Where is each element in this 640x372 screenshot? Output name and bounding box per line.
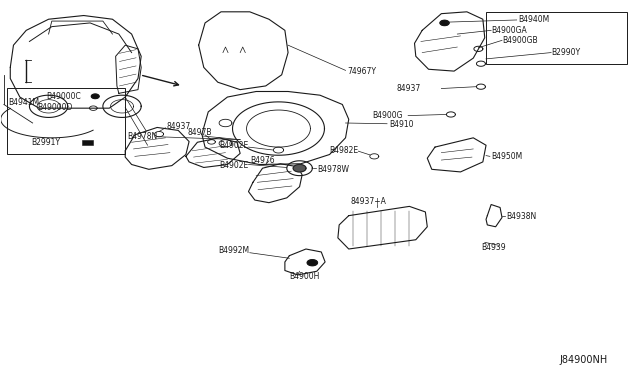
Text: B4939: B4939 [481,243,506,251]
Text: B4900GA: B4900GA [491,26,527,35]
Text: B4910: B4910 [389,121,413,129]
Text: B4900G: B4900G [372,111,403,120]
Text: B4900H: B4900H [289,272,320,281]
Text: 84937+A: 84937+A [351,197,387,206]
Polygon shape [293,164,306,172]
Text: B4978W: B4978W [317,165,349,174]
Text: 84937: 84937 [397,84,421,93]
Polygon shape [307,260,317,266]
Text: B4978N: B4978N [127,132,157,141]
Text: B4902E: B4902E [220,141,248,151]
Text: B4902E: B4902E [220,161,248,170]
Text: B4938N: B4938N [506,212,537,221]
Bar [7,88,125,154]
Text: B4900GB: B4900GB [502,36,538,45]
Text: B4976: B4976 [250,156,275,165]
Text: B4982E: B4982E [329,145,358,154]
Bar [486,12,627,64]
Text: 84937: 84937 [167,122,191,131]
Polygon shape [440,20,449,26]
Text: 8497B: 8497B [187,128,212,137]
Text: B49000D: B49000D [38,103,73,112]
Text: B4941M: B4941M [8,98,40,107]
Text: B49000C: B49000C [47,92,81,101]
Text: B2991Y: B2991Y [31,138,60,147]
Text: B4940M: B4940M [518,16,549,25]
Text: B4950M: B4950M [491,152,522,161]
Text: J84900NH: J84900NH [559,355,608,365]
Text: B4992M: B4992M [219,246,250,255]
Polygon shape [92,94,99,99]
Bar [83,140,93,145]
Text: 74967Y: 74967Y [348,67,376,76]
Text: B2990Y: B2990Y [551,48,580,57]
